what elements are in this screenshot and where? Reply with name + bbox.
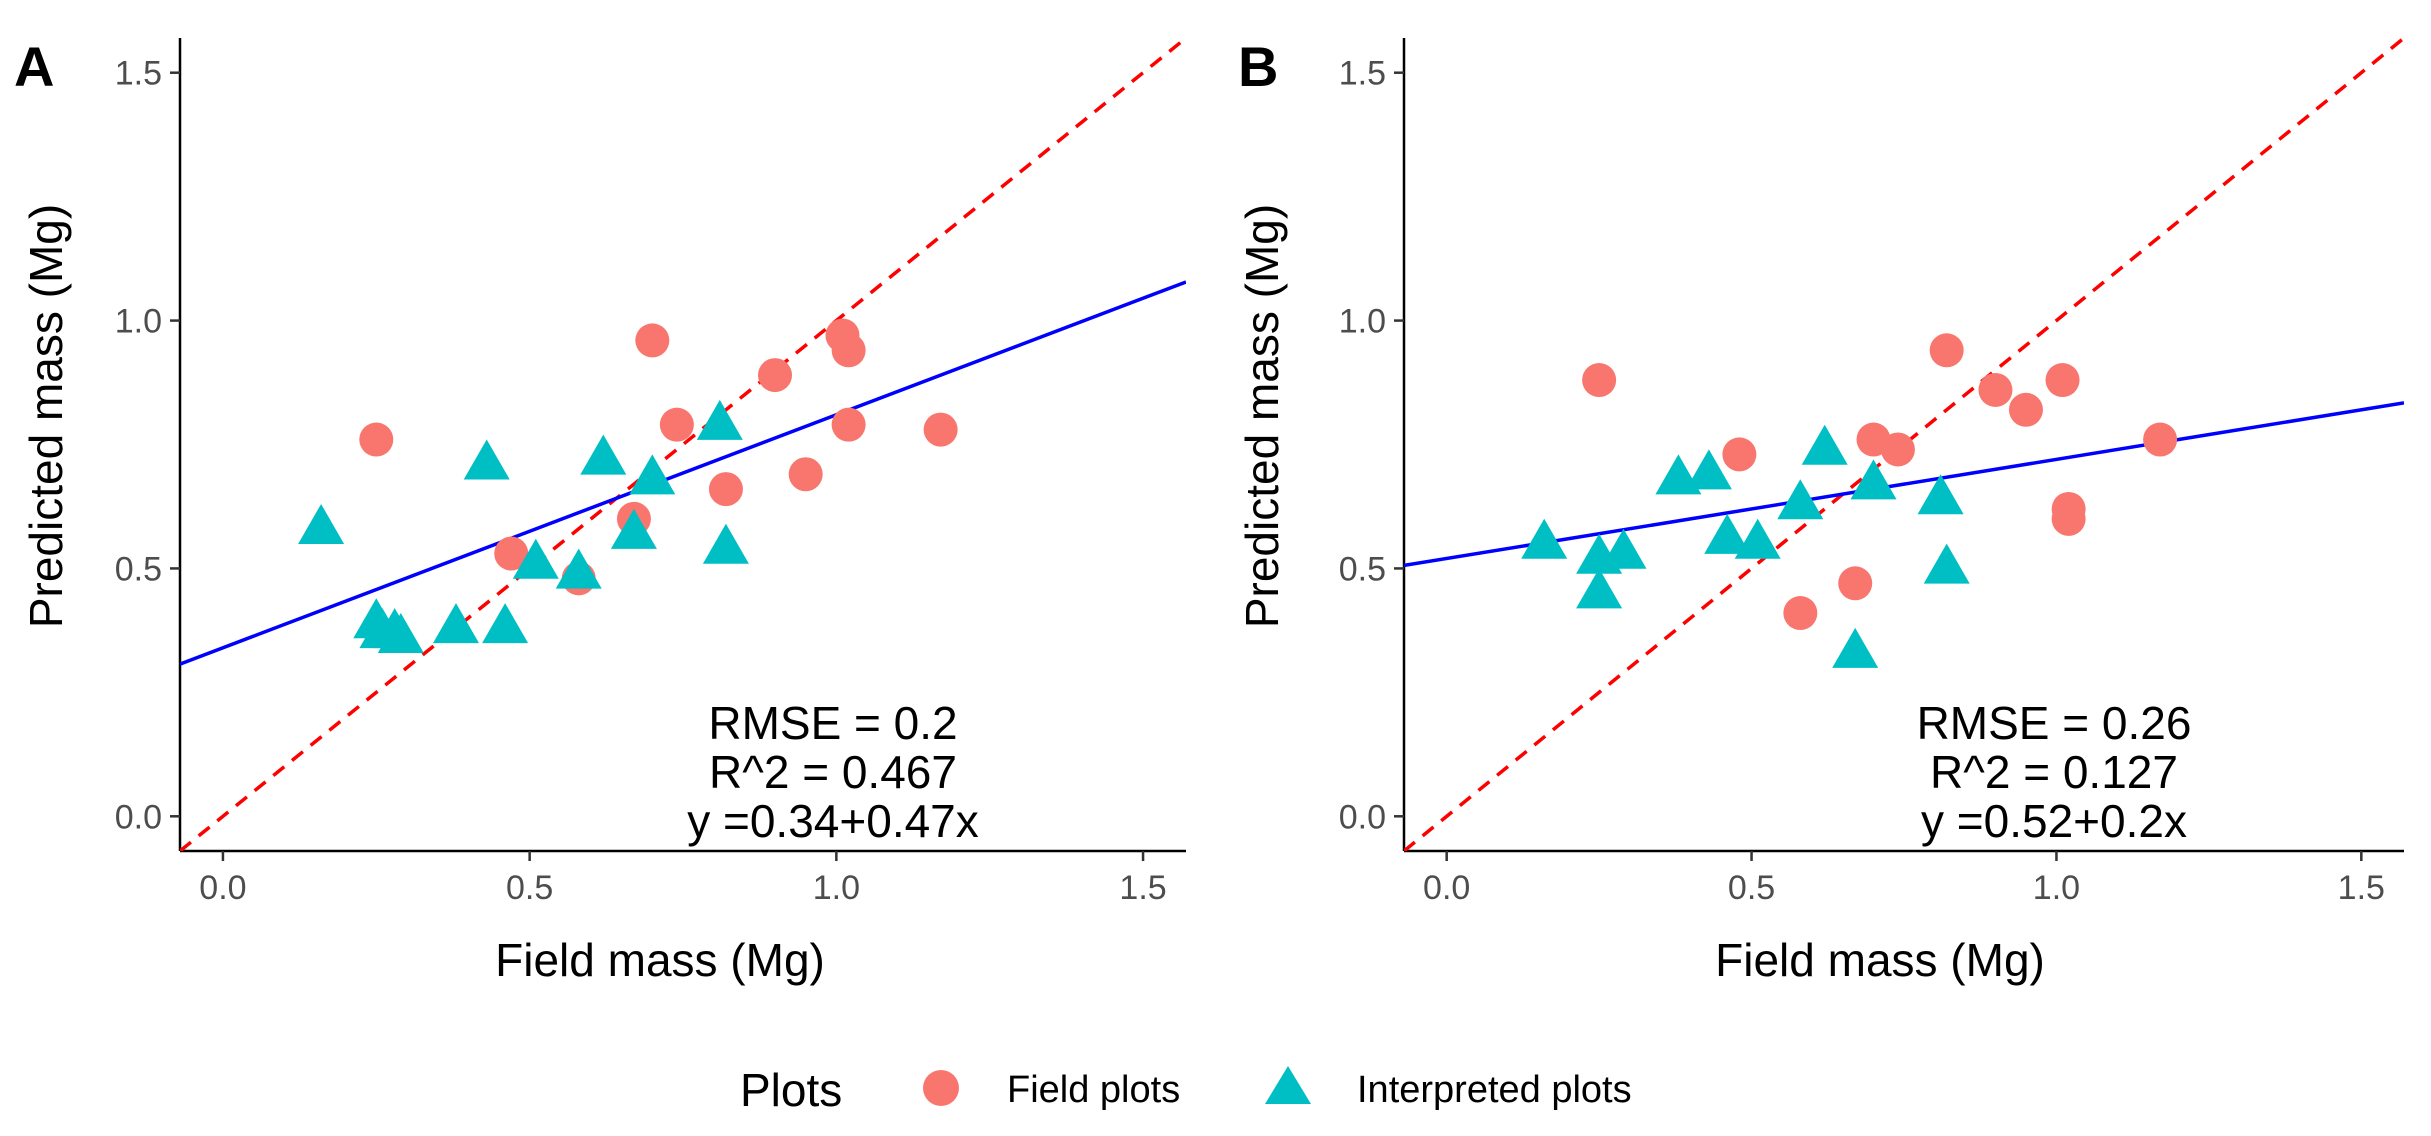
field-plot-point	[1929, 333, 1964, 368]
line-group	[1404, 38, 2404, 851]
y-tick-label: 1.0	[1339, 303, 1386, 341]
x-tick-label: 1.5	[1119, 869, 1166, 907]
x-tick-label: 0.0	[199, 869, 246, 907]
interpreted-plot-point	[1801, 424, 1848, 465]
panel-b: B 0.0 0.5 1.0 1.5 0.0 0.5 1.0 1.5 RMSE = 0.26 R…	[1236, 35, 2404, 986]
y-tick-label: 0.0	[115, 798, 162, 836]
field-plot-point	[2143, 422, 2178, 457]
legend-interpreted-plots-label: Interpreted plots	[1357, 1069, 1632, 1111]
x-tick-label: 0.5	[506, 869, 553, 907]
interpreted-plot-point	[433, 603, 479, 644]
interpreted-plot-point	[512, 538, 559, 579]
x-tick-label: 0.0	[1423, 869, 1470, 907]
interpreted-plot-point	[1850, 459, 1897, 500]
rmse-annotation: RMSE = 0.2	[708, 697, 957, 749]
plot-area: 0.0 0.5 1.0 1.5 0.0 0.5 1.0 1.5	[115, 38, 1186, 907]
field-plot-point	[659, 407, 694, 442]
r2-annotation: R^2 = 0.127	[1930, 746, 2178, 798]
y-tick-label: 1.5	[115, 55, 162, 93]
field-plot-point	[1582, 363, 1617, 398]
rmse-annotation: RMSE = 0.26	[1917, 697, 2192, 749]
interpreted-plot-point	[702, 523, 749, 564]
interpreted-plot-point	[1832, 627, 1879, 668]
legend-interpreted-plots-marker	[1265, 1066, 1311, 1104]
field-plot-point	[2051, 501, 2086, 536]
y-tick-label: 0.5	[1339, 550, 1386, 588]
x-axis-title: Field mass (Mg)	[495, 934, 825, 986]
interpreted-plot-point	[1917, 474, 1964, 515]
field-plot-point	[1722, 437, 1757, 472]
field-plot-point	[635, 323, 670, 358]
y-tick-label: 0.5	[115, 550, 162, 588]
panel-a: A 0.0 0.5 1.0 1.5 0.0 0.5 1.0 1.5 RMSE = 0.2 R^…	[14, 35, 1186, 986]
legend-field-plots-label: Field plots	[1007, 1069, 1180, 1111]
x-axis-title: Field mass (Mg)	[1715, 934, 2045, 986]
interpreted-plot-point	[1704, 513, 1751, 554]
y-axis-title: Predicted mass (Mg)	[1236, 204, 1288, 628]
interpreted-plot-point	[377, 613, 424, 653]
interpreted-plot-point	[1734, 518, 1781, 559]
interpreted-plot-point	[1600, 528, 1647, 569]
x-tick-label: 1.0	[813, 869, 860, 907]
r2-annotation: R^2 = 0.467	[709, 746, 957, 798]
interpreted-plot-point	[1923, 543, 1970, 584]
interpreted-plot-point	[629, 454, 676, 495]
field-plot-point	[1783, 596, 1818, 631]
legend: Plots Field plots Interpreted plots	[740, 1064, 1632, 1116]
plot-area: 0.0 0.5 1.0 1.5 0.0 0.5 1.0 1.5	[1339, 38, 2404, 907]
field-plot-point	[708, 472, 743, 507]
field-plot-point	[494, 536, 529, 571]
interpreted-plot-point	[482, 603, 529, 644]
interpreted-plot-point	[580, 434, 627, 475]
interpreted-plot-point	[555, 548, 602, 589]
x-tick-label: 1.0	[2033, 869, 2080, 907]
interpreted-plot-point	[1685, 449, 1732, 490]
field-plot-point	[923, 412, 958, 447]
line-group	[180, 38, 1186, 851]
field-plot-point	[2045, 363, 2080, 398]
x-tick-label: 0.5	[1728, 869, 1775, 907]
equation-annotation: y =0.52+0.2x	[1921, 795, 2187, 847]
x-tick-label: 1.5	[2338, 869, 2385, 907]
interpreted-plot-point	[696, 399, 743, 440]
field-plot-point	[359, 422, 394, 457]
legend-field-plots-marker	[923, 1070, 959, 1106]
interpreted-plot-point	[463, 439, 510, 480]
field-plot-point	[1880, 432, 1915, 467]
interpreted-plot-point	[298, 504, 345, 544]
field-plot-point	[1838, 566, 1873, 601]
panel-label: A	[14, 35, 54, 98]
equation-annotation: y =0.34+0.47x	[687, 795, 979, 847]
y-tick-label: 1.5	[1339, 55, 1386, 93]
panel-label: B	[1238, 35, 1278, 98]
interpreted-plot-point	[1521, 518, 1568, 559]
field-plot-point	[758, 358, 793, 393]
y-tick-label: 0.0	[1339, 798, 1386, 836]
fit-line	[180, 280, 1186, 666]
field-plot-point	[2008, 392, 2043, 427]
field-plot-point	[1978, 372, 2013, 407]
fit-line	[1404, 401, 2404, 568]
y-axis-title: Predicted mass (Mg)	[20, 204, 72, 628]
one-to-one-line	[180, 38, 1186, 851]
interpreted-plot-point	[610, 508, 657, 549]
legend-title: Plots	[740, 1064, 842, 1116]
field-plot-point	[831, 333, 866, 368]
field-plot-point	[788, 457, 823, 492]
interpreted-plot-point	[1777, 479, 1824, 520]
field-plot-point	[831, 407, 866, 442]
interpreted-plot-point	[1576, 568, 1623, 609]
y-tick-label: 1.0	[115, 303, 162, 341]
